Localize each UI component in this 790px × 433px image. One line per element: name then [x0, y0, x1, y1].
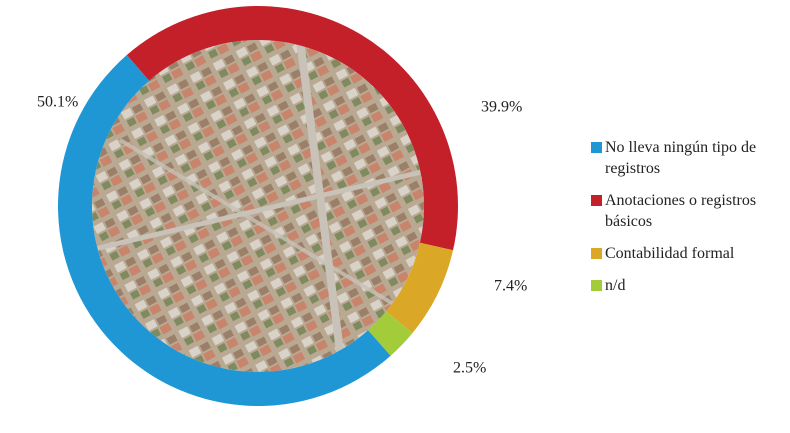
- legend-swatch: [591, 248, 602, 259]
- data-label: 7.4%: [494, 278, 527, 295]
- donut-segment: [386, 242, 454, 334]
- aerial-image: [92, 40, 424, 372]
- legend-swatch: [591, 280, 602, 291]
- legend-item: Anotaciones o registros básicos: [591, 190, 790, 232]
- legend-item: Contabilidad formal: [591, 243, 790, 264]
- data-label: 50.1%: [37, 94, 78, 111]
- data-label: 39.9%: [481, 99, 522, 116]
- legend-swatch: [591, 142, 602, 153]
- donut-segment: [57, 55, 391, 407]
- legend-item: n/d: [591, 275, 790, 296]
- legend-label: Anotaciones o registros básicos: [605, 192, 757, 230]
- legend-item: No lleva ningún tipo de registros: [591, 137, 790, 179]
- legend-label: n/d: [605, 277, 626, 294]
- donut-segment: [126, 6, 458, 251]
- donut-segment: [368, 311, 413, 356]
- legend-swatch: [591, 195, 602, 206]
- legend-label: No lleva ningún tipo de registros: [605, 139, 757, 177]
- data-label: 2.5%: [453, 360, 486, 377]
- legend-label: Contabilidad formal: [605, 245, 735, 262]
- legend: No lleva ningún tipo de registros Anotaci…: [591, 137, 790, 307]
